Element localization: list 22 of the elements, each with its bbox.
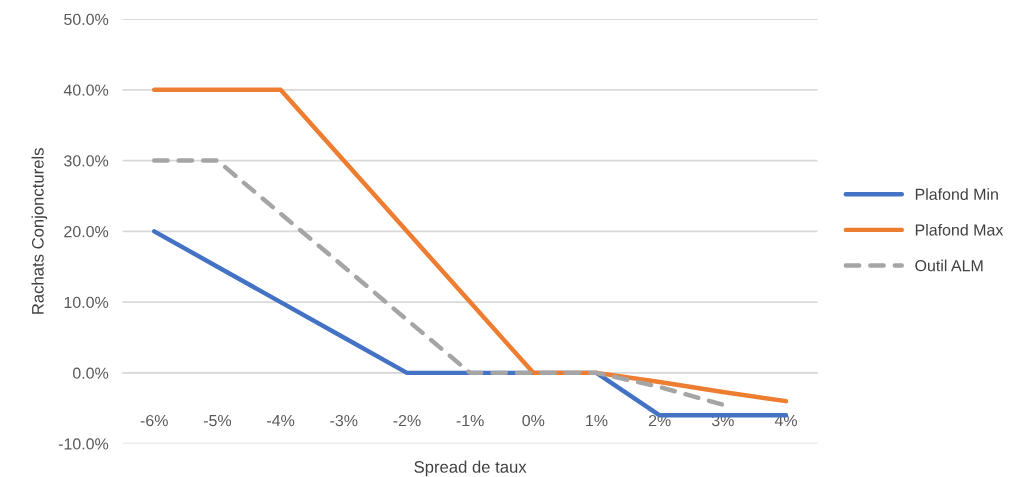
x-tick-label: 1% xyxy=(586,415,608,427)
y-tick-label: 30.0% xyxy=(64,155,109,167)
x-tick-label: -5% xyxy=(203,415,232,427)
y-tick-label: 40.0% xyxy=(63,84,109,96)
y-tick-label: 0.0% xyxy=(72,367,109,379)
x-axis-title: Spread de taux xyxy=(414,460,527,477)
y-tick-label: -10.0% xyxy=(58,438,109,450)
legend-label: Plafond Max xyxy=(915,223,1004,236)
x-tick-label: -6% xyxy=(140,414,168,427)
x-tick-label: -4% xyxy=(267,415,295,427)
y-axis-title: Rachats Conjoncturels xyxy=(31,148,48,314)
x-tick-label: -3% xyxy=(330,414,358,427)
y-tick-label: 50.0% xyxy=(64,13,109,26)
x-tick-label: 0% xyxy=(522,414,545,427)
line-series xyxy=(152,87,789,404)
x-tick-label: -1% xyxy=(456,415,484,427)
legend-label: Outil ALM xyxy=(915,259,983,272)
y-tick-label: 10.0% xyxy=(64,296,109,309)
line-series xyxy=(152,158,726,407)
x-tick-label: -2% xyxy=(393,414,421,427)
y-tick-label: 20.0% xyxy=(64,225,109,238)
legend-label: Plafond Min xyxy=(915,188,998,200)
